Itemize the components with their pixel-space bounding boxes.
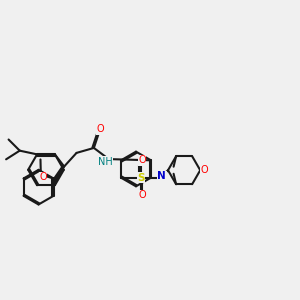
Text: O: O [200, 165, 208, 175]
Text: S: S [137, 173, 145, 183]
Text: O: O [96, 124, 104, 134]
Text: O: O [39, 172, 46, 182]
Text: NH: NH [98, 157, 112, 166]
Text: O: O [138, 155, 146, 165]
Text: O: O [138, 190, 146, 200]
Text: N: N [158, 171, 166, 182]
